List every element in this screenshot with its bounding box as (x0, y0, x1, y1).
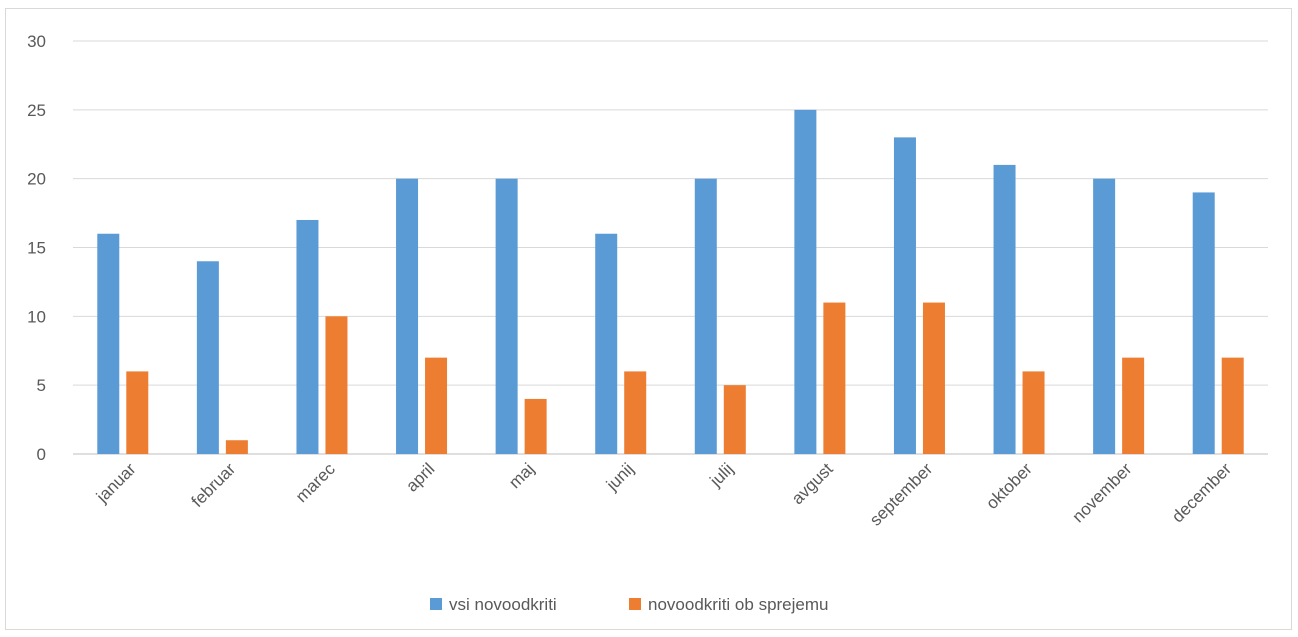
x-tick-label: maj (505, 459, 538, 492)
x-tick-label: junij (602, 459, 638, 495)
y-tick-label: 30 (27, 32, 46, 51)
bar-novoodkriti-ob-sprejemu-marec (325, 316, 348, 454)
bar-vsi-novoodkriti-januar (97, 233, 120, 454)
x-tick-label: oktober (982, 459, 1036, 513)
bar-novoodkriti-ob-sprejemu-julij (723, 385, 746, 454)
bar-novoodkriti-ob-sprejemu-avgust (823, 302, 846, 454)
y-tick-label: 20 (27, 170, 46, 189)
x-tick-label: avgust (788, 459, 837, 508)
x-axis-ticks: januar februar marec april maj junij julij avgu… (92, 459, 1235, 530)
x-tick-label: november (1069, 459, 1136, 526)
y-tick-label: 0 (37, 445, 46, 464)
legend-swatch-series-1 (430, 598, 442, 610)
chart-frame (5, 8, 1292, 630)
x-tick-label: september (866, 459, 936, 529)
bar-novoodkriti-ob-sprejemu-december (1221, 357, 1244, 454)
bar-novoodkriti-ob-sprejemu-januar (126, 371, 149, 454)
y-tick-label: 25 (27, 101, 46, 120)
bar-vsi-novoodkriti-julij (694, 178, 717, 454)
y-tick-label: 15 (27, 239, 46, 258)
bar-vsi-novoodkriti-februar (196, 261, 219, 454)
x-tick-label: december (1168, 459, 1235, 526)
x-tick-label: januar (92, 459, 140, 507)
y-tick-label: 10 (27, 307, 46, 326)
legend-label-series-1: vsi novoodkriti (449, 595, 557, 614)
bar-novoodkriti-ob-sprejemu-april (425, 357, 448, 454)
x-tick-label: april (402, 459, 438, 495)
bar-vsi-novoodkriti-junij (595, 233, 618, 454)
bar-vsi-novoodkriti-avgust (794, 109, 817, 454)
bar-vsi-novoodkriti-april (396, 178, 419, 454)
bar-vsi-novoodkriti-marec (296, 219, 319, 454)
bar-vsi-novoodkriti-december (1192, 192, 1215, 454)
bar-novoodkriti-ob-sprejemu-junij (624, 371, 647, 454)
bar-novoodkriti-ob-sprejemu-november (1122, 357, 1145, 454)
gridlines (73, 40, 1268, 455)
bar-vsi-novoodkriti-november (1093, 178, 1116, 454)
legend-swatch-series-2 (629, 598, 641, 610)
bar-novoodkriti-ob-sprejemu-september (922, 302, 945, 454)
bar-vsi-novoodkriti-september (893, 137, 916, 454)
bar-vsi-novoodkriti-maj (495, 178, 518, 454)
x-tick-label: julij (706, 459, 738, 491)
y-axis-ticks: 0 5 10 15 20 25 30 (27, 32, 46, 464)
bar-vsi-novoodkriti-oktober (993, 164, 1016, 454)
legend-label-series-2: novoodkriti ob sprejemu (648, 595, 828, 614)
legend: vsi novoodkriti novoodkriti ob sprejemu (430, 595, 828, 614)
y-tick-label: 5 (37, 376, 46, 395)
x-tick-label: marec (292, 459, 339, 506)
bar-novoodkriti-ob-sprejemu-oktober (1022, 371, 1045, 454)
bar-novoodkriti-ob-sprejemu-maj (524, 398, 547, 454)
bars (97, 109, 1244, 454)
x-tick-label: februar (188, 459, 240, 511)
bar-novoodkriti-ob-sprejemu-februar (225, 440, 248, 454)
